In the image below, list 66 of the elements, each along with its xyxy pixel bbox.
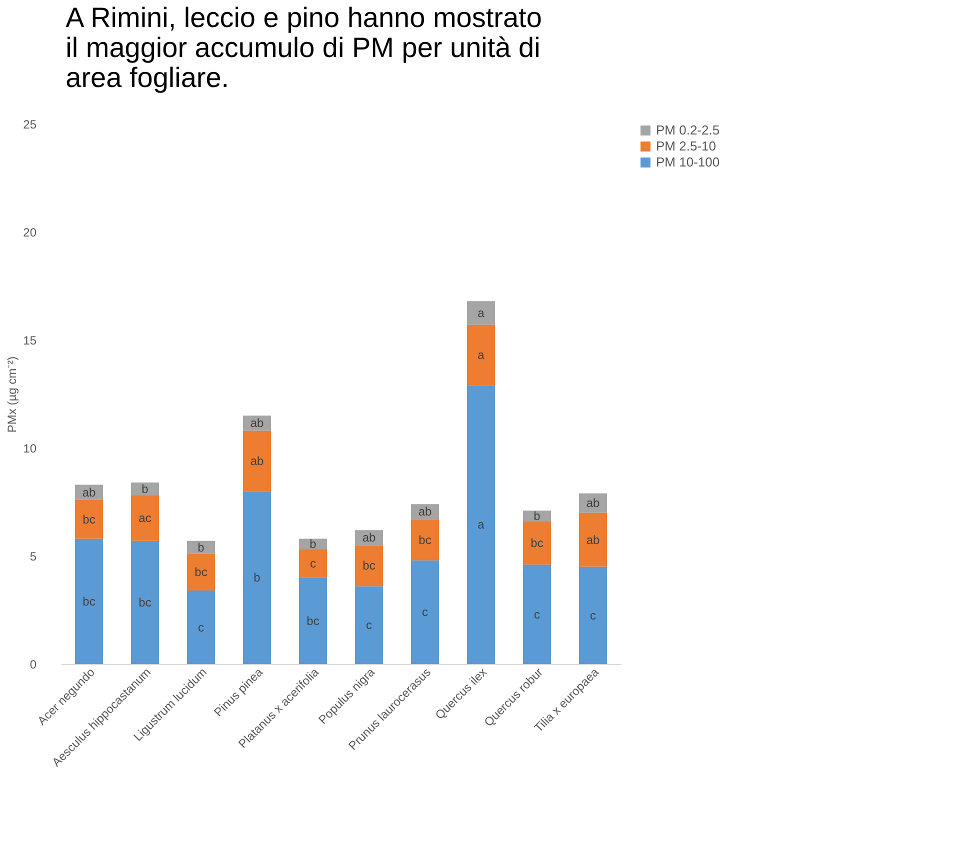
y-tick-label: 25 xyxy=(23,118,37,132)
data-label: c xyxy=(534,607,540,622)
data-label: ac xyxy=(138,511,152,526)
y-tick-label: 5 xyxy=(30,550,37,564)
legend-label: PM 2.5-10 xyxy=(656,138,716,154)
data-label: bc xyxy=(418,532,432,547)
bar xyxy=(411,560,439,664)
bar xyxy=(187,540,215,554)
bar xyxy=(299,578,327,664)
data-label: ab xyxy=(250,454,264,468)
bar xyxy=(467,324,495,386)
data-label: bc xyxy=(362,558,376,573)
data-label: ab xyxy=(362,530,376,545)
bar xyxy=(467,385,495,664)
bar xyxy=(411,519,439,560)
bar xyxy=(467,301,495,325)
data-label: c xyxy=(366,618,372,632)
bar xyxy=(355,586,383,664)
bar xyxy=(243,430,271,492)
y-tick-label: 10 xyxy=(23,442,37,456)
y-axis-title: PMx (µg cm⁻²) xyxy=(5,356,20,433)
bar xyxy=(523,521,551,565)
y-tick-label: 20 xyxy=(23,226,37,240)
bar xyxy=(131,482,159,496)
bar xyxy=(75,500,103,539)
legend-label: PM 10-100 xyxy=(656,154,720,170)
data-label: bc xyxy=(82,512,96,526)
bar xyxy=(243,491,271,664)
bar xyxy=(131,496,159,541)
data-label: ab xyxy=(418,504,432,519)
y-tick-label: 15 xyxy=(23,334,37,348)
data-label: c xyxy=(422,605,428,620)
data-label: ab xyxy=(250,416,264,430)
data-label: ab xyxy=(586,496,600,510)
data-label: bc xyxy=(82,594,96,608)
data-label: bc xyxy=(194,565,208,580)
data-label: bc xyxy=(530,536,544,550)
data-label: a xyxy=(478,518,485,532)
data-label: c xyxy=(590,608,596,622)
y-tick-label: 0 xyxy=(30,658,37,672)
data-label: c xyxy=(198,620,204,634)
data-label: b xyxy=(534,509,541,524)
bar xyxy=(579,512,607,567)
data-label: bc xyxy=(138,595,152,610)
bar xyxy=(355,545,383,586)
bar xyxy=(579,566,607,664)
bar xyxy=(523,564,551,664)
data-label: b xyxy=(142,482,149,496)
data-label: b xyxy=(254,570,261,585)
data-label: c xyxy=(310,556,316,571)
data-label: a xyxy=(478,348,485,362)
legend-label: PM 0.2-2.5 xyxy=(656,122,720,138)
bar xyxy=(75,538,103,664)
bar xyxy=(299,550,327,578)
bar xyxy=(187,590,215,664)
data-label: a xyxy=(478,306,485,320)
bar xyxy=(187,554,215,591)
data-label: b xyxy=(198,540,205,554)
data-label: ab xyxy=(82,485,96,500)
data-label: ab xyxy=(586,532,600,547)
bar xyxy=(131,540,159,664)
data-label: b xyxy=(310,537,317,552)
data-label: bc xyxy=(306,614,320,628)
bar xyxy=(523,510,551,522)
chart-title: A Rimini, leccio e pino hanno mostrato il maggior accumulo di PM per unità di area fogliare. xyxy=(66,2,542,93)
bar xyxy=(299,538,327,550)
